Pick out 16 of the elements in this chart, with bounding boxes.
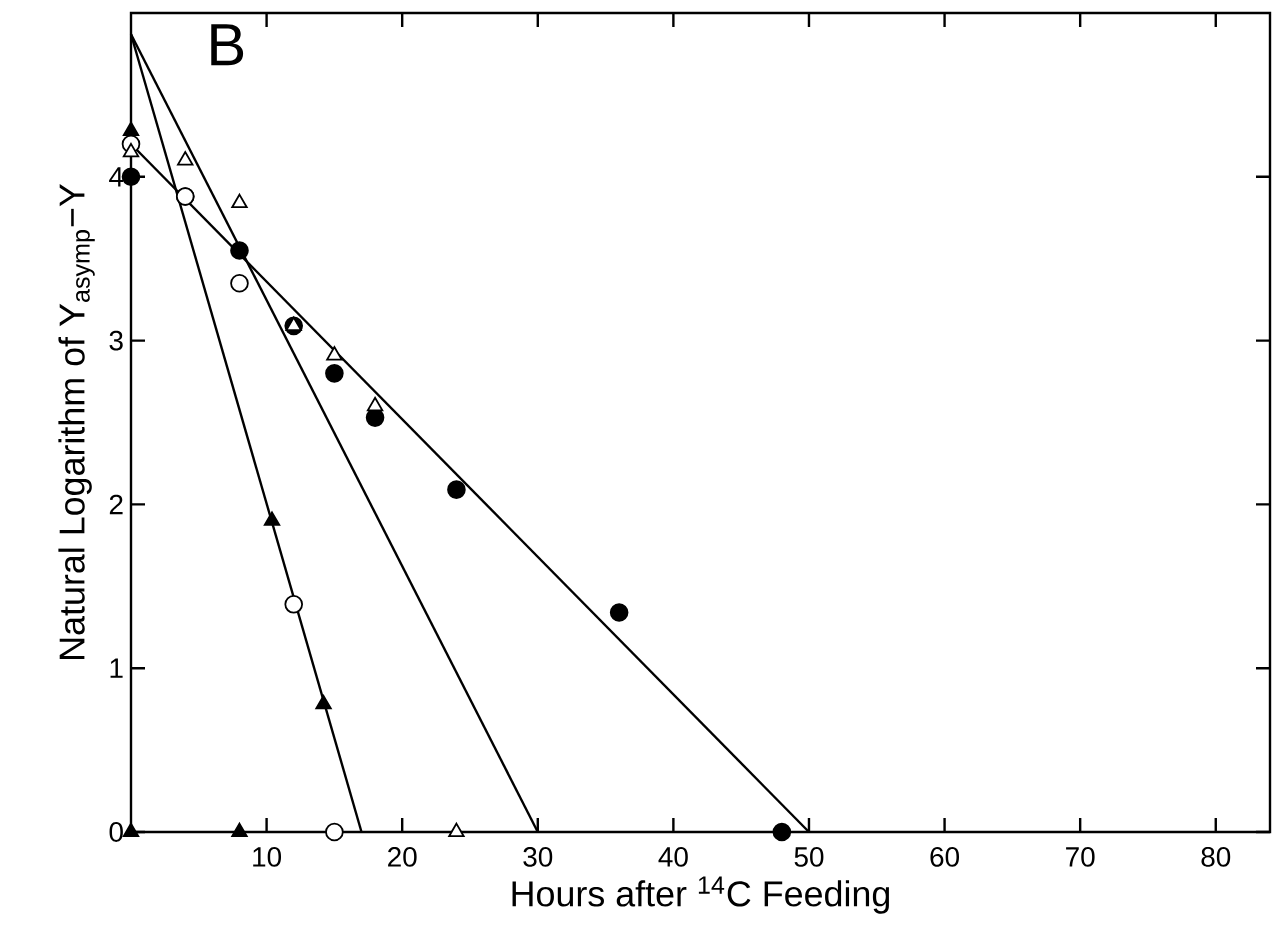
y-axis-title: Natural Logarithm of Y$_{asymp}$−Y xyxy=(58,183,95,659)
x-axis-title: Hours after $^{14}$C Feeding xyxy=(512,876,889,914)
y-tick-label: 4 xyxy=(109,167,124,187)
x-tick-label: 40 xyxy=(658,847,688,867)
y-tick-label: 2 xyxy=(109,494,123,515)
x-tick-label: 60 xyxy=(930,847,960,867)
annotation: B xyxy=(211,24,244,66)
y-tick-label: 0 xyxy=(109,822,123,842)
y-tick-label: 3 xyxy=(109,330,123,351)
x-tick-label: 10 xyxy=(253,847,282,867)
x-tick-label: 70 xyxy=(1066,847,1095,867)
x-tick-label: 50 xyxy=(794,847,824,867)
x-tick-label: 20 xyxy=(388,847,417,867)
x-tick-label: 80 xyxy=(1201,847,1231,867)
x-tick-label: 30 xyxy=(523,847,553,867)
y-tick-label: 1 xyxy=(110,658,123,678)
